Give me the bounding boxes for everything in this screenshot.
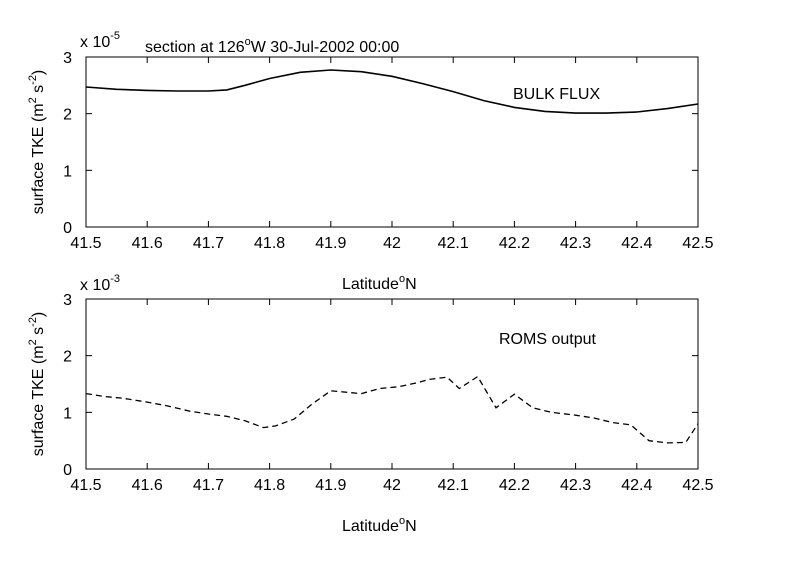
bottom-y-tick-labels: 0 1 2 3 <box>63 292 72 479</box>
top-scale-factor: x 10-5 <box>80 30 120 51</box>
top-x-tick-label: 42 <box>383 235 401 252</box>
top-x-tick-label: 41.9 <box>315 235 346 252</box>
bottom-y-tick-label: 2 <box>63 349 72 366</box>
bottom-x-tick-label: 41.8 <box>254 477 285 494</box>
top-x-tick-label: 42.5 <box>682 235 713 252</box>
bottom-x-tick-label: 42.3 <box>560 477 591 494</box>
chart-title: section at 126oW 30-Jul-2002 00:00 <box>145 36 399 56</box>
top-x-axis-label: LatitudeoN <box>342 273 417 293</box>
bottom-x-tick-label: 42.2 <box>499 477 530 494</box>
top-x-tick-label: 41.8 <box>254 235 285 252</box>
bottom-y-axis-label: surface TKE (m2 s-2) <box>27 312 47 457</box>
top-y-tick-labels: 0 1 2 3 <box>63 50 72 237</box>
bottom-x-axis-label: LatitudeoN <box>342 515 417 535</box>
top-y-axis-label: surface TKE (m2 s-2) <box>27 70 47 215</box>
bottom-x-tick-label: 42.5 <box>682 477 713 494</box>
top-y-tick-label: 0 <box>63 220 72 237</box>
top-annotation-bulk-flux: BULK FLUX <box>513 86 600 103</box>
bottom-y-tick-label: 0 <box>63 462 72 479</box>
top-x-tick-label: 41.5 <box>70 235 101 252</box>
bottom-x-tick-marks <box>85 299 699 469</box>
top-y-tick-marks <box>86 56 698 228</box>
bottom-x-tick-label: 41.6 <box>132 477 163 494</box>
top-panel: 41.5 41.6 41.7 41.8 41.9 42 42.1 42.2 42.3 42.4 42… <box>27 30 714 293</box>
bottom-x-tick-label: 41.9 <box>315 477 346 494</box>
top-y-tick-label: 3 <box>63 50 72 67</box>
top-x-tick-label: 41.7 <box>193 235 224 252</box>
top-x-tick-label: 41.6 <box>132 235 163 252</box>
top-y-tick-label: 2 <box>63 107 72 124</box>
top-x-tick-labels: 41.5 41.6 41.7 41.8 41.9 42 42.1 42.2 42.3 42.4 42… <box>70 235 713 252</box>
bottom-x-tick-label: 41.5 <box>70 477 101 494</box>
top-series-line <box>85 69 699 114</box>
bottom-x-tick-label: 42 <box>383 477 401 494</box>
bottom-x-tick-labels: 41.5 41.6 41.7 41.8 41.9 42 42.1 42.2 42.3 42.4 42… <box>70 477 713 494</box>
top-x-tick-label: 42.3 <box>560 235 591 252</box>
bottom-panel: 41.5 41.6 41.7 41.8 41.9 42 42.1 42.2 42.3 42.4 42… <box>27 273 714 535</box>
bottom-x-tick-label: 42.1 <box>438 477 469 494</box>
bottom-x-tick-label: 42.4 <box>621 477 652 494</box>
top-x-tick-label: 42.2 <box>499 235 530 252</box>
top-x-tick-marks <box>85 57 699 227</box>
bottom-plot-frame <box>85 298 699 470</box>
bottom-x-tick-label: 41.7 <box>193 477 224 494</box>
bottom-annotation-roms-output: ROMS output <box>499 331 596 348</box>
bottom-y-tick-label: 3 <box>63 292 72 309</box>
bottom-y-tick-label: 1 <box>63 405 72 422</box>
bottom-scale-factor: x 10-3 <box>80 273 120 294</box>
top-plot-frame <box>85 56 699 228</box>
top-x-tick-label: 42.1 <box>438 235 469 252</box>
bottom-y-tick-marks <box>86 298 698 470</box>
top-y-tick-label: 1 <box>63 163 72 180</box>
top-x-tick-label: 42.4 <box>621 235 652 252</box>
bottom-series-line <box>85 375 699 444</box>
